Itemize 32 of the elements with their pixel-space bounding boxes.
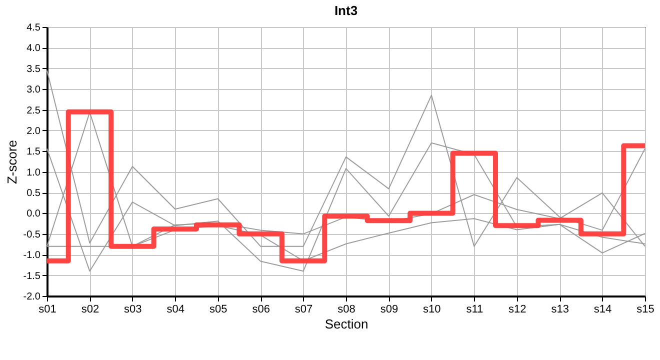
x-tick-label: s10 — [423, 304, 441, 316]
x-tick-label: s02 — [81, 304, 100, 316]
y-tick-label: 1.0 — [26, 167, 41, 178]
y-tick-label: -2.0 — [23, 292, 41, 302]
y-tick-label: -1.0 — [23, 250, 41, 262]
x-tick-label: s13 — [551, 304, 569, 316]
x-tick-label: s14 — [594, 304, 612, 316]
chart-title: Int3 — [334, 3, 358, 18]
x-tick-label: s05 — [209, 304, 228, 316]
y-axis-title: Z-score — [4, 140, 20, 184]
y-tick-label: 4.5 — [26, 22, 41, 34]
y-tick-label: 0.0 — [26, 208, 41, 220]
x-tick-label: s07 — [294, 304, 313, 316]
y-tick-label: -1.5 — [23, 270, 41, 282]
x-tick-label: s12 — [508, 304, 526, 316]
x-tick-label: s04 — [166, 304, 185, 316]
y-tick-label: 2.5 — [26, 105, 41, 116]
y-tick-label: 1.5 — [26, 146, 41, 158]
y-tick-label: 0.5 — [26, 188, 41, 200]
x-axis-title: Section — [324, 316, 368, 332]
y-tick-label: 2.0 — [26, 126, 41, 137]
x-tick-label: s01 — [38, 304, 56, 316]
x-tick-label: s09 — [380, 304, 398, 316]
y-tick-label: 3.5 — [26, 64, 41, 75]
y-tick-label: 4.0 — [26, 43, 41, 54]
x-tick-label: s08 — [338, 304, 356, 316]
x-tick-label: s15 — [636, 304, 654, 316]
x-tick-label: s03 — [124, 304, 142, 316]
y-tick-label: -0.5 — [23, 229, 41, 240]
y-tick-label: 3.0 — [26, 84, 41, 96]
x-tick-label: s06 — [252, 304, 270, 316]
x-tick-label: s11 — [466, 304, 484, 316]
